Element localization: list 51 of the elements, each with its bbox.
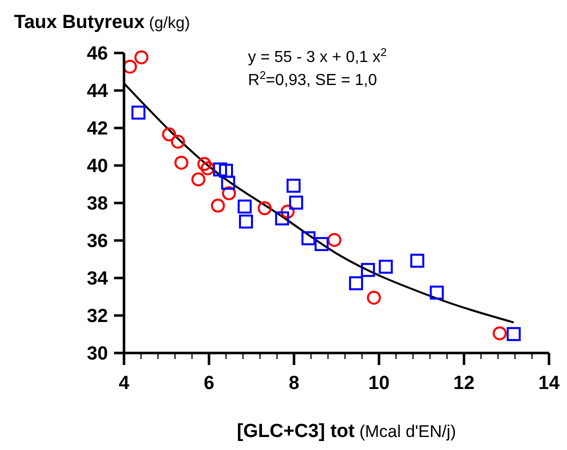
y-tick-label: 34 — [86, 268, 108, 290]
point — [275, 211, 290, 226]
y-axis-title: Taux Butyreux (g/kg) — [14, 12, 190, 33]
y-tick-label: 46 — [86, 44, 108, 65]
x-tick-label: 8 — [288, 373, 300, 394]
point — [314, 237, 329, 252]
y-tick-label: 32 — [86, 306, 108, 328]
point — [492, 326, 507, 340]
point — [174, 156, 188, 170]
point — [506, 327, 521, 342]
x-tick-label: 12 — [453, 373, 475, 394]
x-tick-label: 6 — [204, 373, 214, 394]
point — [238, 200, 252, 214]
x-tick-label: 10 — [368, 373, 390, 394]
point — [200, 161, 215, 176]
point — [134, 50, 148, 64]
point — [378, 260, 393, 274]
point — [210, 198, 225, 213]
point — [286, 178, 301, 193]
point — [280, 204, 295, 219]
y-tick-label: 42 — [86, 118, 108, 140]
point — [327, 232, 342, 247]
point — [360, 262, 375, 277]
point — [170, 134, 185, 149]
point — [219, 164, 233, 178]
point — [301, 231, 316, 246]
point — [238, 214, 253, 229]
point — [131, 106, 146, 120]
point — [289, 196, 304, 210]
point — [162, 127, 176, 142]
point — [349, 276, 364, 290]
point — [258, 201, 272, 216]
y-tick-label: 38 — [86, 194, 108, 215]
y-tick-label: 36 — [86, 231, 108, 252]
annotation: R$^{2}$=0,93, SE = 1,0 — [248, 70, 378, 89]
x-axis-title: [GLC+C3] tot (Mcal d'EN/j) — [236, 421, 456, 442]
point — [222, 186, 236, 200]
y-tick-label: 30 — [86, 344, 108, 365]
point — [430, 286, 444, 300]
point — [366, 290, 381, 305]
x-tick-label: 4 — [118, 373, 130, 394]
annotation: y = 55 - 3 x + 0,1 x$^{2}$ — [248, 47, 387, 66]
x-tick-label: 14 — [538, 373, 560, 394]
point — [410, 254, 424, 268]
point — [191, 172, 206, 186]
y-tick-label: 40 — [86, 156, 108, 178]
point — [197, 157, 212, 171]
point — [221, 176, 236, 190]
y-tick-label: 44 — [86, 81, 108, 102]
point — [213, 162, 228, 176]
point — [122, 60, 137, 74]
